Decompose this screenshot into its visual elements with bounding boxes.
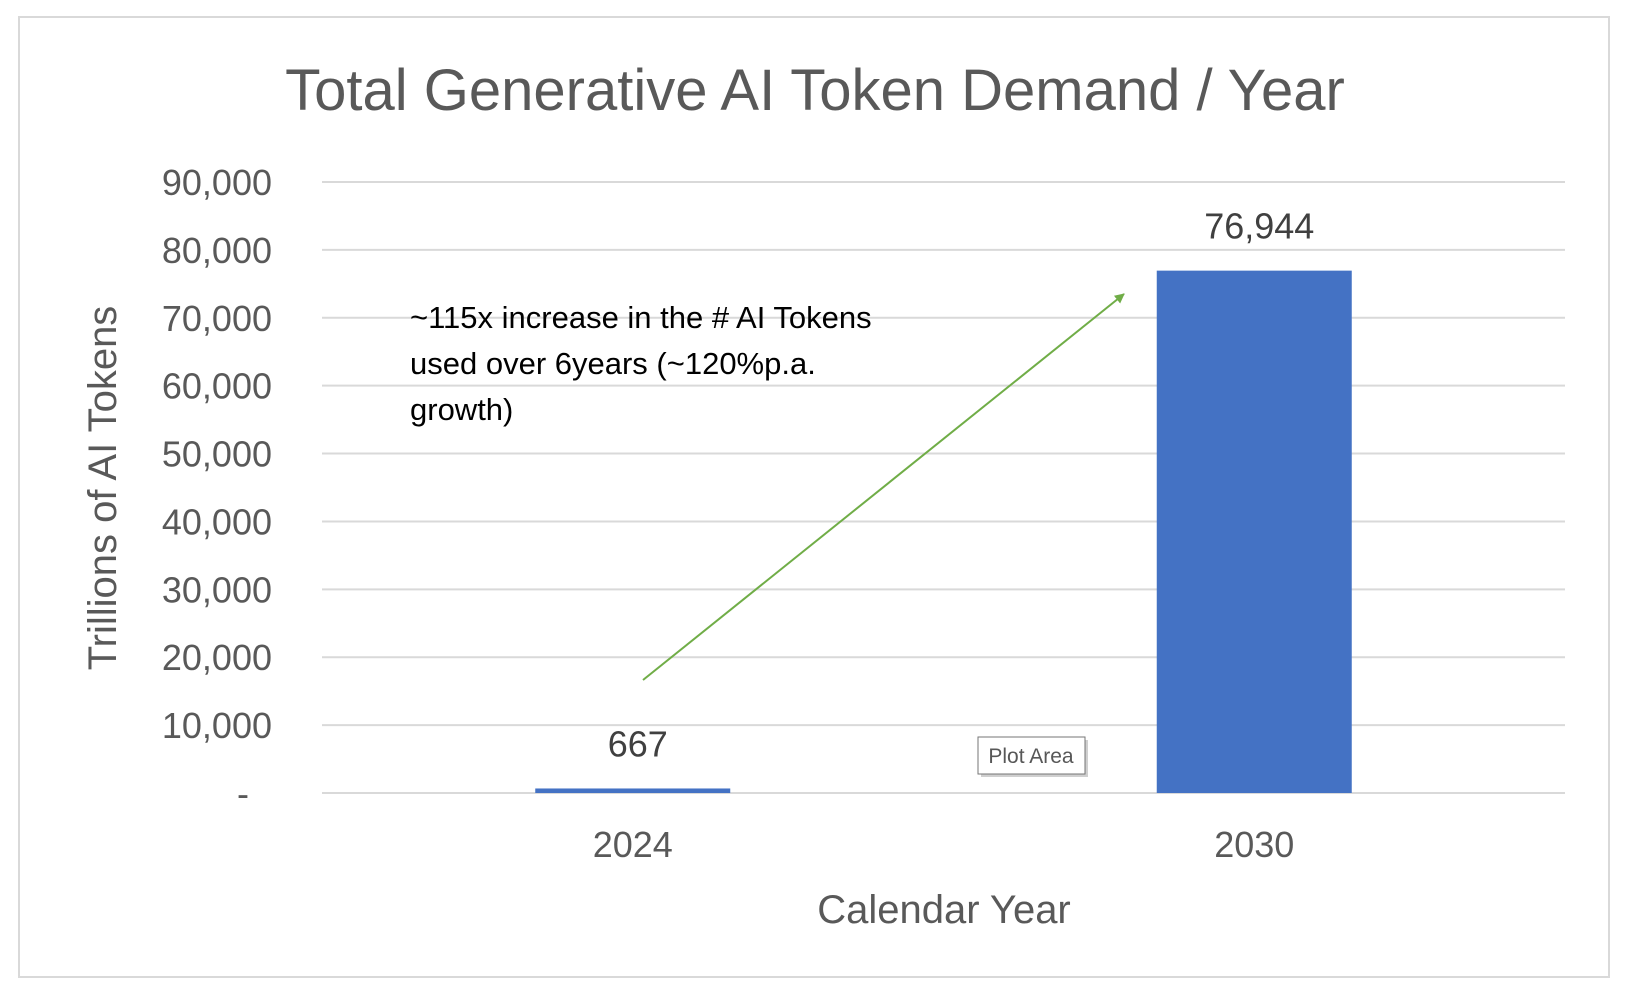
annotation-line: ~115x increase in the # AI Tokens [410, 300, 872, 335]
growth-arrow[interactable] [642, 293, 1125, 681]
y-tick-label[interactable]: 50,000 [162, 434, 272, 475]
y-tick-label[interactable]: 60,000 [162, 366, 272, 407]
bar-2030[interactable] [1156, 270, 1352, 793]
y-tick-label[interactable]: 80,000 [162, 230, 272, 271]
y-axis-title[interactable]: Trillions of AI Tokens [81, 306, 125, 671]
bars[interactable] [535, 270, 1352, 793]
y-tick-label[interactable]: 30,000 [162, 569, 272, 610]
annotation-line: used over 6years (~120%p.a. [410, 346, 816, 381]
x-tick-label[interactable]: 2024 [593, 824, 673, 865]
y-tick-label[interactable]: 20,000 [162, 637, 272, 678]
growth-annotation[interactable]: ~115x increase in the # AI Tokens used ov… [410, 300, 872, 427]
gridlines [322, 181, 1565, 794]
plot-area-tooltip-text: Plot Area [988, 745, 1074, 768]
data-label-2030[interactable]: 76,944 [1204, 206, 1314, 247]
annotation-text[interactable]: ~115x increase in the # AI Tokens used ov… [410, 300, 872, 427]
x-axis-tick-labels[interactable]: 2024 2030 [593, 824, 1295, 865]
bar-2024[interactable] [535, 788, 731, 793]
annotation-line: growth) [410, 392, 513, 427]
y-tick-label[interactable]: 10,000 [162, 705, 272, 746]
y-tick-label[interactable]: 40,000 [162, 501, 272, 542]
y-axis-tick-labels[interactable]: - 10,000 20,000 30,000 40,000 50,000 60,000 70,… [162, 162, 272, 814]
y-tick-label[interactable]: - [237, 773, 249, 814]
data-labels[interactable]: 667 76,944 [608, 206, 1315, 765]
y-tick-label[interactable]: 90,000 [162, 162, 272, 203]
x-tick-label[interactable]: 2030 [1214, 824, 1294, 865]
x-axis-title[interactable]: Calendar Year [817, 888, 1071, 932]
chart-title[interactable]: Total Generative AI Token Demand / Year [285, 58, 1345, 123]
data-label-2024[interactable]: 667 [608, 723, 668, 764]
plot-area-tooltip: Plot Area [977, 736, 1088, 777]
y-tick-label[interactable]: 70,000 [162, 298, 272, 339]
